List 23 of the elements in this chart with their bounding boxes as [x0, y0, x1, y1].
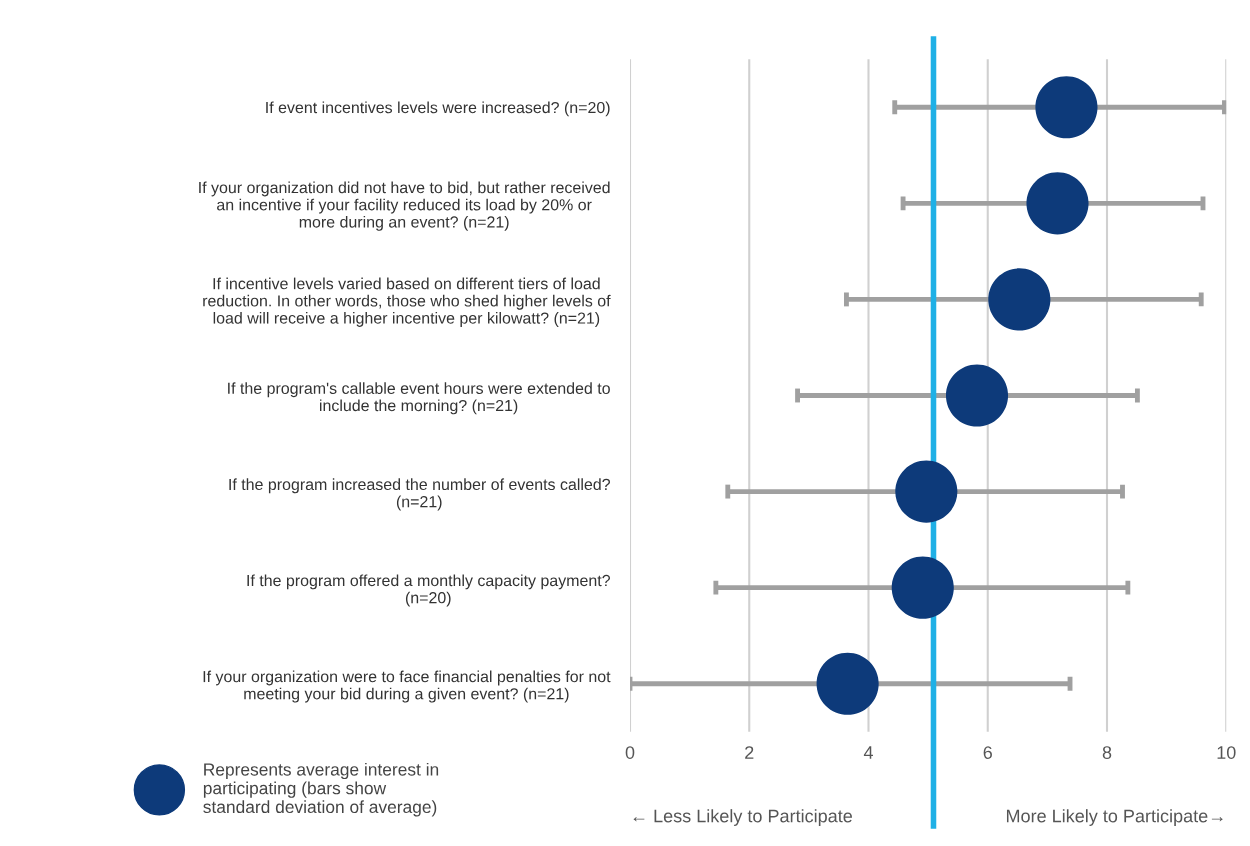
- point: [895, 460, 958, 523]
- point: [945, 364, 1009, 427]
- point: [891, 556, 954, 619]
- text: ← Less Likely to Participate: [633, 809, 852, 826]
- x-tick-label: 0: [625, 746, 635, 759]
- text: Represents average interest in participating (bars show standard deviation of average): [203, 762, 439, 817]
- point: [988, 268, 1051, 331]
- y-tick-label: If the program's callable event hours were extended to include the morning? (n=21): [228, 382, 610, 415]
- y-tick-label: If your organization were to face financial penalties for not meeting your bid during a given event? (n=21): [203, 670, 611, 703]
- y-tick-label: If your organization did not have to bid, but rather received an incentive if your facility reduced its load by 20% or more during an event? (n=21): [199, 181, 610, 231]
- point: [816, 652, 879, 715]
- point: [1035, 76, 1098, 139]
- point: [1026, 172, 1089, 235]
- x-tick-label: 6: [983, 746, 992, 759]
- x-tick-label: 8: [1102, 746, 1112, 759]
- y-tick-label: If incentive levels varied based on different tiers of load reduction. In other words, those who shed higher levels of load will receive a higher incentive per kilowatt? (n=21): [203, 277, 611, 327]
- y-tick-label: If event incentives levels were increased? (n=20): [266, 101, 610, 117]
- x-tick-label: 2: [745, 746, 754, 759]
- y-tick-label: If the program increased the number of events called? (n=21): [229, 478, 610, 511]
- y-tick-label: If the program offered a monthly capacity payment? (n=20): [247, 574, 610, 607]
- text: More Likely to Participate→: [1006, 809, 1223, 826]
- x-tick-label: 10: [1217, 746, 1236, 759]
- x-tick-label: 4: [863, 746, 873, 759]
